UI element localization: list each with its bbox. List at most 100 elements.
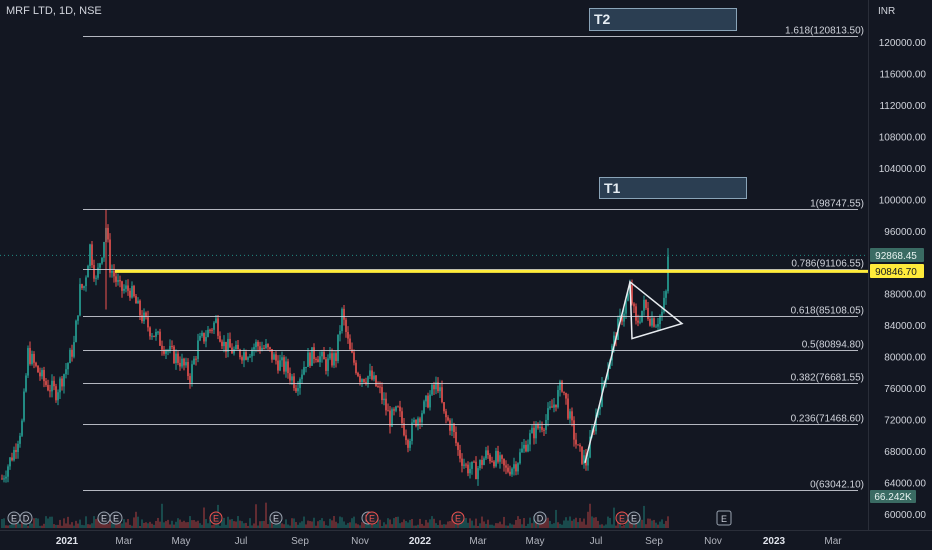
- candle-body: [543, 429, 545, 431]
- time-tick-label: Jul: [235, 536, 248, 547]
- volume-bar: [75, 520, 77, 528]
- candle-body: [283, 357, 285, 372]
- candle-body: [339, 331, 341, 335]
- candle-body: [595, 414, 597, 432]
- volume-bar: [21, 521, 23, 528]
- volume-bar: [199, 523, 201, 528]
- volume-bar: [503, 516, 505, 528]
- candle-body: [291, 376, 293, 381]
- candle-body: [217, 318, 219, 336]
- candle-body: [159, 331, 161, 346]
- volume-bar: [49, 516, 51, 528]
- volume-bar: [39, 525, 41, 528]
- volume-bar: [151, 523, 153, 528]
- event-marker-icon[interactable]: [365, 511, 379, 525]
- candle-body: [327, 358, 329, 371]
- event-marker-icon[interactable]: [269, 511, 283, 525]
- candle-body: [383, 398, 385, 401]
- triangle-pattern-drawing[interactable]: [629, 280, 684, 340]
- volume-bar: [47, 518, 49, 528]
- volume-bar: [169, 524, 171, 528]
- candle-body: [293, 376, 295, 389]
- candle-body: [477, 468, 479, 480]
- candle-body: [371, 370, 373, 380]
- event-marker-icon[interactable]: [209, 511, 223, 525]
- volume-bar: [499, 521, 501, 528]
- volume-bar: [659, 521, 661, 528]
- volume-bar: [71, 522, 73, 528]
- volume-bar: [575, 517, 577, 528]
- volume-bar: [645, 524, 647, 528]
- volume-bar: [435, 523, 437, 528]
- candle-body: [221, 341, 223, 347]
- volume-bar: [383, 522, 385, 528]
- candle-body: [559, 381, 561, 391]
- volume-bar: [149, 521, 151, 528]
- candle-body: [165, 350, 167, 354]
- candle-body: [423, 401, 425, 414]
- event-marker-icon[interactable]: [109, 511, 123, 525]
- target-box-t1[interactable]: T1: [599, 177, 747, 199]
- volume-bar: [339, 516, 341, 528]
- volume-bar: [591, 516, 593, 528]
- candle-body: [441, 387, 443, 403]
- candle-body: [77, 315, 79, 321]
- candle-body: [139, 300, 141, 316]
- upcoming-earnings-icon[interactable]: [716, 510, 732, 526]
- volume-bar: [239, 520, 241, 528]
- candle-body: [151, 335, 153, 337]
- volume-bar: [243, 523, 245, 528]
- candle-body: [621, 315, 623, 322]
- volume-bar: [501, 524, 503, 528]
- event-marker-icon[interactable]: [533, 511, 547, 525]
- candle-body: [93, 265, 95, 279]
- volume-bar: [481, 516, 483, 528]
- target-box-t2[interactable]: T2: [589, 8, 737, 31]
- price-tick-label: 60000.00: [884, 510, 926, 521]
- candle-body: [157, 331, 159, 333]
- event-marker-icon[interactable]: [627, 511, 641, 525]
- candle-body: [465, 464, 467, 466]
- candle-body: [567, 398, 569, 419]
- time-tick-label: Mar: [469, 536, 487, 547]
- volume-bar: [77, 523, 79, 528]
- candle-body: [111, 270, 113, 273]
- candle-body: [341, 308, 343, 332]
- event-marker-icon[interactable]: [19, 511, 33, 525]
- volume-bar: [307, 520, 309, 528]
- volume-bar: [83, 525, 85, 528]
- volume-bar: [45, 516, 47, 528]
- candle-body: [459, 449, 461, 459]
- candle-body: [433, 384, 435, 390]
- candle-body: [405, 435, 407, 441]
- trendline-drawing[interactable]: [584, 281, 631, 464]
- volume-bar: [391, 524, 393, 528]
- volume-bar: [245, 522, 247, 528]
- volume-bar: [415, 525, 417, 528]
- volume-bar: [25, 521, 27, 528]
- price-tick-label: 80000.00: [884, 353, 926, 364]
- candle-body: [71, 349, 73, 357]
- candle-body: [631, 285, 633, 304]
- last-price-badge-bg: [870, 248, 924, 262]
- candle-body: [471, 461, 473, 469]
- volume-bar: [95, 519, 97, 528]
- candle-body: [277, 360, 279, 371]
- volume-bar: [7, 525, 9, 528]
- volume-bar: [377, 517, 379, 528]
- candle-body: [587, 457, 589, 466]
- volume-bar: [37, 518, 39, 528]
- volume-bar: [283, 524, 285, 528]
- event-marker-icon[interactable]: [451, 511, 465, 525]
- candle-body: [129, 290, 131, 298]
- fib-level-label: 0.5(80894.80): [802, 340, 864, 351]
- volume-badge: 66.242K: [874, 492, 912, 503]
- volume-bar: [409, 519, 411, 528]
- price-tick-label: 120000.00: [879, 38, 927, 49]
- candle-body: [17, 443, 19, 452]
- volume-bar: [431, 516, 433, 528]
- candle-body: [659, 315, 661, 325]
- volume-bar: [99, 518, 101, 528]
- candle-body: [453, 423, 455, 433]
